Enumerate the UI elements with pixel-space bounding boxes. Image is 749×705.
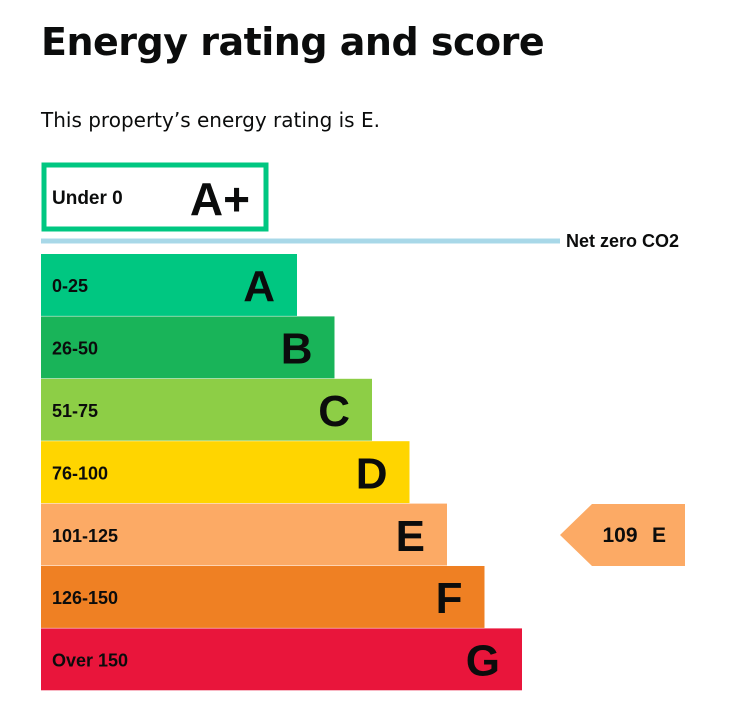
band-a-plus-range: Under 0 <box>52 188 123 209</box>
band-b-range: 26-50 <box>52 339 98 359</box>
band-d-letter: D <box>356 449 388 498</box>
current-rating-marker: 109 E <box>560 504 685 566</box>
current-rating-arrow <box>560 504 685 566</box>
band-b-letter: B <box>281 325 313 374</box>
band-c-bar <box>41 378 372 441</box>
band-a-letter: A <box>243 262 275 311</box>
rating-summary: This property’s energy rating is E. <box>41 108 380 132</box>
band-c-letter: C <box>318 387 350 436</box>
page-title: Energy rating and score <box>41 20 545 64</box>
net-zero-label: Net zero CO2 <box>566 231 679 251</box>
band-f-letter: F <box>436 574 463 623</box>
band-a-plus: Under 0 A+ <box>41 162 269 232</box>
band-g-bar <box>41 628 522 691</box>
band-e-range: 101-125 <box>52 526 118 546</box>
band-d-bar <box>41 441 410 504</box>
rating-bands: 0-25 A 26-50 B 51-75 C 76-100 D 101-125 E 126-150 F… <box>41 254 522 691</box>
band-a-plus-box <box>41 162 269 232</box>
band-c-range: 51-75 <box>52 401 98 421</box>
band-f-range: 126-150 <box>52 588 118 608</box>
current-letter: E <box>652 524 666 547</box>
band-b-bar <box>41 316 335 379</box>
band-f-bar <box>41 566 485 628</box>
band-g-letter: G <box>466 637 500 686</box>
band-e-letter: E <box>396 512 425 561</box>
band-a-plus-letter: A+ <box>190 173 250 225</box>
band-d-range: 76-100 <box>52 463 108 483</box>
band-e-bar <box>41 503 447 566</box>
band-a-bar <box>41 254 297 316</box>
band-g-range: Over 150 <box>52 651 128 671</box>
band-a-range: 0-25 <box>52 276 88 296</box>
current-score: 109 <box>602 524 637 547</box>
